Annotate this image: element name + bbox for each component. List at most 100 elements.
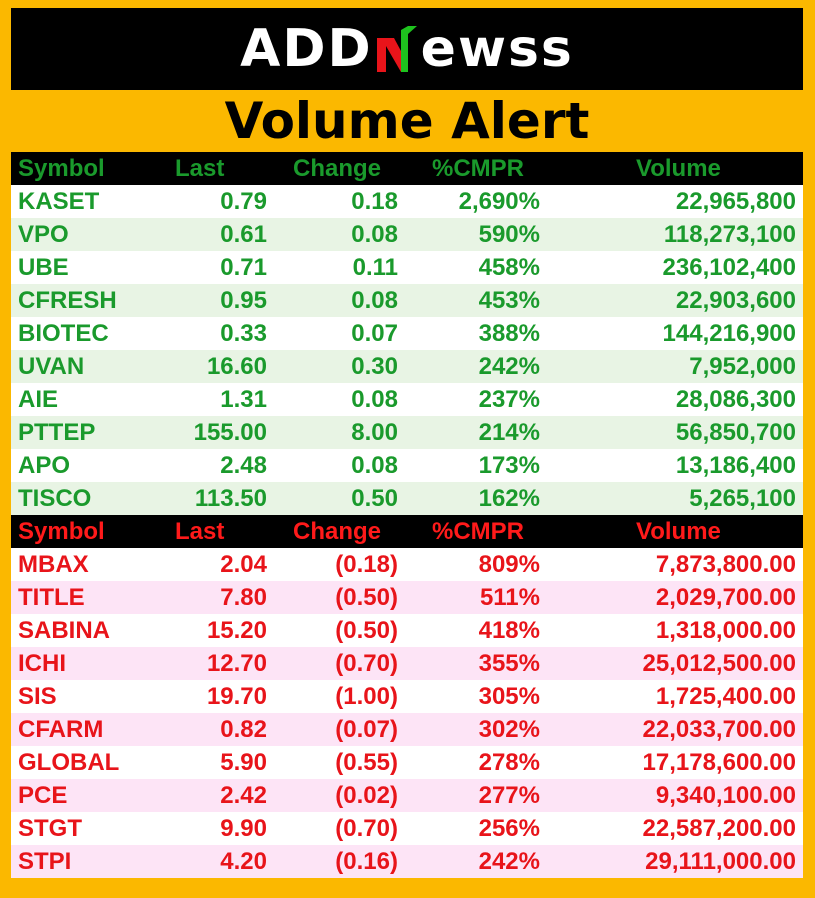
cell-cmpr: 388% — [478, 319, 540, 347]
cell-last: 2.42 — [220, 781, 267, 809]
table-row: MBAX 2.04 (0.18) 809% 7,873,800.00 — [11, 548, 803, 581]
cell-symbol: CFARM — [18, 715, 104, 743]
cell-symbol: KASET — [18, 187, 100, 215]
cell-change: (0.07) — [335, 715, 398, 743]
cell-last: 0.82 — [220, 715, 267, 743]
cell-volume: 144,216,900 — [662, 319, 796, 347]
cell-last: 16.60 — [206, 352, 267, 380]
cell-change: (0.02) — [335, 781, 398, 809]
header-cmpr: %CMPR — [432, 154, 525, 182]
table-row: CFARM 0.82 (0.07) 302% 22,033,700.00 — [11, 713, 803, 746]
cell-volume: 22,587,200.00 — [642, 814, 796, 842]
cell-volume: 1,318,000.00 — [655, 616, 796, 644]
cell-symbol: APO — [18, 451, 71, 479]
logo-prefix: ADD — [240, 19, 373, 79]
cell-cmpr: 173% — [478, 451, 540, 479]
cell-volume: 2,029,700.00 — [655, 583, 796, 611]
cell-volume: 9,340,100.00 — [655, 781, 796, 809]
table-row: BIOTEC 0.33 0.07 388% 144,216,900 — [11, 317, 803, 350]
cell-change: 0.50 — [351, 484, 398, 512]
cell-change: (0.18) — [335, 550, 398, 578]
cell-last: 0.95 — [220, 286, 267, 314]
table-row: STGT 9.90 (0.70) 256% 22,587,200.00 — [11, 812, 803, 845]
table-row: KASET 0.79 0.18 2,690% 22,965,800 — [11, 185, 803, 218]
table-row: SABINA 15.20 (0.50) 418% 1,318,000.00 — [11, 614, 803, 647]
cell-cmpr: 162% — [478, 484, 540, 512]
table-row: SIS 19.70 (1.00) 305% 1,725,400.00 — [11, 680, 803, 713]
cell-last: 7.80 — [220, 583, 267, 611]
table-row: UVAN 16.60 0.30 242% 7,952,000 — [11, 350, 803, 383]
cell-volume: 22,965,800 — [675, 187, 796, 215]
cell-last: 0.33 — [220, 319, 267, 347]
cell-change: 0.08 — [351, 451, 398, 479]
cell-cmpr: 305% — [478, 682, 540, 710]
cell-volume: 22,033,700.00 — [642, 715, 796, 743]
gainers-header-row: Symbol Last Change %CMPR Volume — [11, 152, 803, 185]
gainers-table: Symbol Last Change %CMPR Volume KASET 0.7… — [11, 152, 803, 515]
cell-cmpr: 590% — [478, 220, 540, 248]
cell-volume: 118,273,100 — [663, 220, 796, 248]
header-last: Last — [175, 154, 225, 182]
cell-cmpr: 277% — [478, 781, 540, 809]
logo-bar: ADD ewss — [11, 8, 803, 90]
cell-change: 0.11 — [352, 253, 398, 281]
cell-change: 0.18 — [351, 187, 398, 215]
cell-last: 12.70 — [206, 649, 267, 677]
cell-last: 2.48 — [220, 451, 267, 479]
cell-symbol: CFRESH — [18, 286, 117, 314]
cell-last: 1.31 — [220, 385, 267, 413]
cell-change: (0.55) — [335, 748, 398, 776]
cell-change: (0.50) — [335, 583, 398, 611]
cell-symbol: ICHI — [18, 649, 66, 677]
cell-volume: 236,102,400 — [662, 253, 796, 281]
table-row: CFRESH 0.95 0.08 453% 22,903,600 — [11, 284, 803, 317]
cell-change: (0.70) — [335, 649, 398, 677]
cell-symbol: VPO — [18, 220, 69, 248]
cell-change: 0.08 — [351, 385, 398, 413]
cell-symbol: UVAN — [18, 352, 85, 380]
cell-cmpr: 418% — [478, 616, 540, 644]
page-title: Volume Alert — [224, 92, 590, 150]
cell-change: 0.30 — [351, 352, 398, 380]
cell-last: 2.04 — [220, 550, 267, 578]
header-symbol: Symbol — [18, 154, 105, 182]
cell-last: 0.71 — [220, 253, 267, 281]
cell-last: 0.79 — [220, 187, 267, 215]
cell-symbol: STGT — [18, 814, 82, 842]
cell-cmpr: 278% — [478, 748, 540, 776]
cell-cmpr: 242% — [478, 847, 540, 875]
cell-cmpr: 214% — [478, 418, 540, 446]
cell-symbol: AIE — [18, 385, 59, 413]
table-row: APO 2.48 0.08 173% 13,186,400 — [11, 449, 803, 482]
cell-last: 15.20 — [206, 616, 267, 644]
cell-cmpr: 458% — [478, 253, 540, 281]
cell-change: 0.08 — [351, 220, 398, 248]
cell-cmpr: 242% — [478, 352, 540, 380]
cell-last: 0.61 — [220, 220, 267, 248]
table-row: PTTEP 155.00 8.00 214% 56,850,700 — [11, 416, 803, 449]
cell-volume: 28,086,300 — [675, 385, 796, 413]
table-row: STPI 4.20 (0.16) 242% 29,111,000.00 — [11, 845, 803, 878]
cell-volume: 5,265,100 — [689, 484, 796, 512]
cell-last: 5.90 — [220, 748, 267, 776]
cell-symbol: SIS — [18, 682, 57, 710]
cell-volume: 25,012,500.00 — [642, 649, 796, 677]
header-last: Last — [175, 517, 225, 545]
cell-change: (0.70) — [335, 814, 398, 842]
cell-last: 9.90 — [220, 814, 267, 842]
cell-volume: 56,850,700 — [675, 418, 796, 446]
cell-volume: 1,725,400.00 — [655, 682, 796, 710]
cell-symbol: BIOTEC — [18, 319, 109, 347]
cell-cmpr: 2,690% — [458, 187, 540, 215]
cell-cmpr: 355% — [478, 649, 540, 677]
header-symbol: Symbol — [18, 517, 105, 545]
cell-cmpr: 453% — [478, 286, 540, 314]
cell-symbol: MBAX — [18, 550, 89, 578]
cell-volume: 29,111,000.00 — [645, 847, 796, 875]
cell-last: 19.70 — [206, 682, 267, 710]
cell-change: (0.50) — [335, 616, 398, 644]
cell-symbol: UBE — [18, 253, 69, 281]
cell-cmpr: 256% — [478, 814, 540, 842]
table-row: VPO 0.61 0.08 590% 118,273,100 — [11, 218, 803, 251]
logo-suffix: ewss — [420, 19, 574, 79]
